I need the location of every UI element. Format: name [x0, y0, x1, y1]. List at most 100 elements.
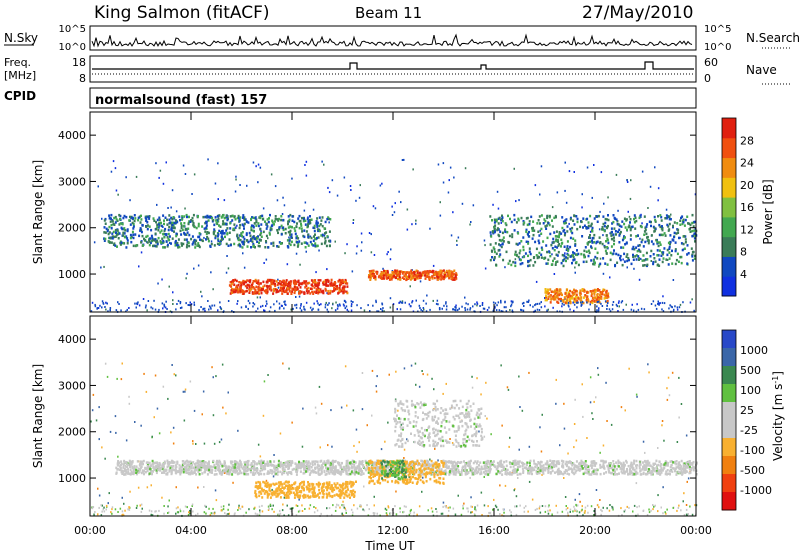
scatter-gate	[606, 420, 608, 422]
feature-3-gate	[531, 229, 534, 232]
feature-3-gate	[495, 263, 498, 267]
feature-0-gate	[178, 215, 181, 218]
feature-3-gate	[522, 220, 525, 223]
scatter-gate	[555, 378, 557, 381]
feature-0-gate	[300, 462, 303, 465]
feature-0-gate	[216, 235, 219, 238]
feature-0-gate	[255, 224, 258, 227]
feature-0-gate	[613, 467, 616, 471]
feature-0-gate	[171, 229, 174, 232]
near-range-gate	[604, 300, 607, 303]
feature-3-gate	[551, 225, 554, 228]
feature-3-gate	[574, 242, 577, 246]
feature-0-gate	[146, 227, 149, 231]
feature-3-gate	[615, 233, 617, 236]
feature-0-gate	[124, 229, 127, 232]
feature-0-gate	[387, 470, 390, 473]
feature-0-gate	[207, 219, 210, 222]
feature-0-gate	[114, 244, 117, 247]
feature-0-gate	[603, 472, 605, 475]
scatter-gate	[513, 489, 515, 492]
feature-0-gate	[113, 235, 116, 239]
near-range-gate	[673, 308, 675, 311]
feature-4-gate	[589, 300, 592, 304]
feature-3-gate	[573, 258, 576, 261]
near-range-gate	[436, 299, 439, 302]
scatter-gate	[649, 185, 652, 188]
near-range-gate	[265, 304, 267, 307]
near-range-gate	[260, 305, 262, 308]
feature-0-gate	[164, 216, 167, 219]
feature-3-gate	[684, 238, 687, 241]
near-range-gate	[536, 308, 539, 311]
feature-0-gate	[104, 222, 107, 225]
feature-0-gate	[535, 471, 538, 474]
scatter-gate	[652, 508, 654, 511]
scatter-gate	[267, 374, 269, 376]
feature-0-gate	[265, 222, 268, 226]
feature-0-gate	[222, 222, 225, 226]
near-range-gate	[577, 301, 579, 304]
near-range-gate	[668, 307, 670, 310]
feature-0-gate	[289, 233, 292, 237]
feature-0-gate	[289, 213, 292, 217]
feature-1-gate	[285, 279, 288, 282]
feature-0-gate	[317, 236, 320, 239]
feature-0-gate	[271, 219, 274, 222]
feature-3-gate	[628, 258, 630, 262]
feature-0-gate	[279, 465, 282, 469]
near-range-gate	[547, 308, 549, 311]
feature-0-gate	[312, 226, 315, 229]
feature-0-gate	[191, 464, 194, 467]
feature-3-gate	[618, 228, 621, 232]
feature-3-gate	[637, 248, 640, 252]
feature-0-gate	[594, 469, 597, 472]
feature-0-gate	[229, 470, 232, 474]
feature-3-gate	[611, 237, 614, 241]
feature-3-gate	[679, 223, 682, 226]
feature-1-gate	[253, 287, 256, 290]
feature-1-gate	[294, 279, 296, 282]
scatter-gate	[627, 210, 629, 213]
feature-3-gate	[587, 254, 590, 258]
feature-0-gate	[298, 462, 301, 465]
feature-3-gate	[507, 262, 510, 265]
near-range-gate	[146, 309, 148, 312]
feature-0-gate	[304, 461, 307, 464]
near-range-gate	[481, 302, 484, 304]
feature-4-gate	[554, 296, 557, 299]
feature-3-gate	[665, 214, 668, 217]
feature-1-gate	[308, 281, 311, 285]
near-range-gate	[556, 310, 558, 313]
feature-1-gate	[337, 280, 340, 283]
feature-3-gate	[540, 253, 543, 256]
feature-0-gate	[632, 462, 635, 465]
feature-3-gate	[636, 249, 639, 253]
scatter-gate	[288, 236, 290, 239]
feature-0-gate	[170, 226, 173, 230]
feature-0-gate	[515, 470, 518, 473]
feature-0-gate	[455, 470, 458, 474]
feature-0-gate	[173, 461, 176, 464]
feature-0-gate	[130, 460, 133, 464]
scatter-gate	[564, 161, 566, 164]
scatter-gate	[158, 432, 161, 435]
scatter-gate	[211, 366, 213, 369]
feature-0-gate	[463, 460, 465, 463]
feature-3-gate	[668, 222, 671, 226]
near-range-gate	[101, 306, 103, 309]
scatter-gate	[327, 186, 329, 189]
feature-1-gate	[266, 288, 269, 291]
feature-3-gate	[555, 215, 557, 219]
feature-4-gate	[586, 299, 589, 303]
feature-4-gate	[585, 299, 588, 302]
scatter-gate	[221, 363, 224, 366]
feature-0-gate	[353, 464, 356, 467]
feature-1-gate	[268, 278, 271, 282]
feature-0-gate	[207, 231, 210, 235]
feature-3-gate	[624, 226, 627, 229]
scatter-gate	[687, 477, 690, 480]
feature-0-gate	[157, 223, 160, 226]
